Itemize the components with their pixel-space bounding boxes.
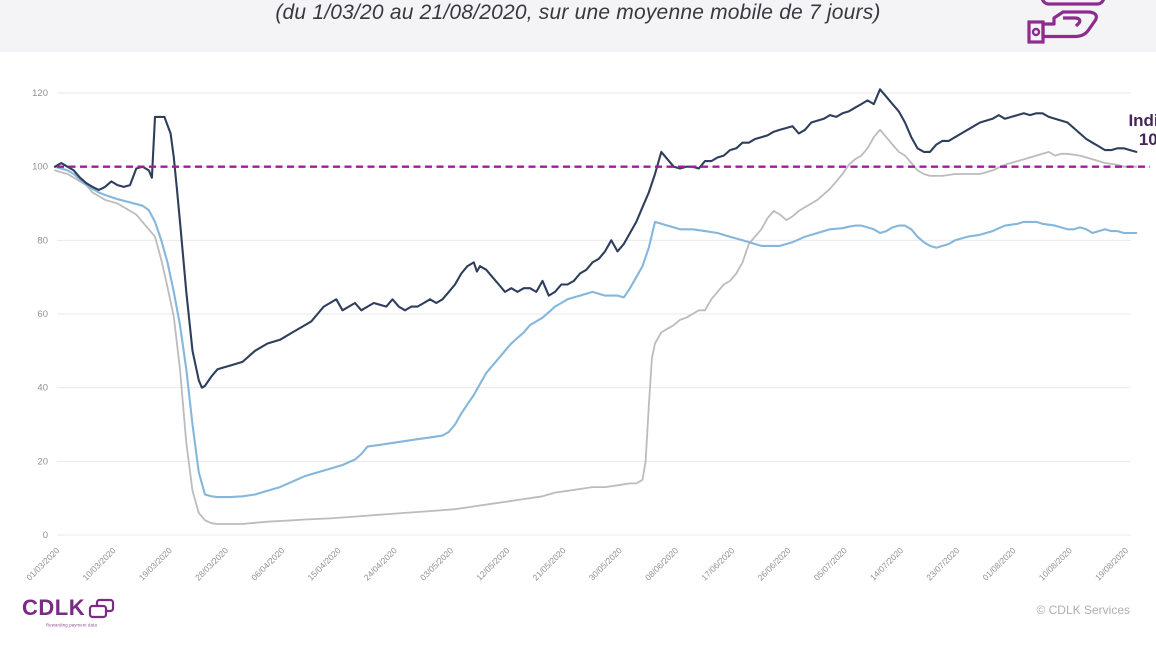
x-tick-label: 05/07/2020 — [812, 545, 849, 582]
x-tick-label: 21/05/2020 — [531, 545, 568, 582]
x-tick-label: 26/06/2020 — [756, 545, 793, 582]
cdlk-logo-tagline: Rewarding payment data — [46, 623, 97, 629]
y-tick-label: 0 — [43, 530, 48, 541]
y-tick-label: 120 — [32, 88, 48, 99]
y-tick-label: 60 — [37, 309, 48, 320]
x-tick-label: 06/04/2020 — [249, 545, 286, 582]
chart-subtitle: (du 1/03/20 au 21/08/2020, sur une moyen… — [275, 1, 881, 24]
series-line-series_gray — [54, 128, 1138, 525]
copyright-text: © CDLK Services — [1036, 603, 1130, 617]
y-tick-label: 20 — [37, 456, 48, 467]
x-tick-label: 23/07/2020 — [924, 545, 961, 582]
x-tick-label: 08/06/2020 — [643, 545, 680, 582]
cdlk-logo-text: CDLK — [22, 595, 86, 620]
x-tick-label: 15/04/2020 — [306, 545, 343, 582]
cdlk-logo: CDLK Rewarding payment data — [22, 596, 115, 629]
x-tick-label: 01/08/2020 — [981, 545, 1018, 582]
x-tick-label: 10/03/2020 — [81, 545, 118, 582]
reference-line-label-line2: 100 — [1138, 130, 1156, 149]
x-tick-label: 28/03/2020 — [193, 545, 230, 582]
y-tick-label: 40 — [37, 383, 48, 394]
y-tick-label: 80 — [37, 235, 48, 246]
hand-holding-card-icon — [1022, 0, 1117, 50]
x-tick-label: 10/08/2020 — [1037, 545, 1074, 582]
x-tick-label: 17/06/2020 — [699, 545, 736, 582]
reference-line-label: Indice 100 — [1118, 111, 1156, 149]
x-tick-label: 14/07/2020 — [868, 545, 905, 582]
x-tick-label: 01/03/2020 — [24, 545, 61, 582]
x-tick-label: 12/05/2020 — [474, 545, 511, 582]
x-tick-label: 24/04/2020 — [362, 545, 399, 582]
header-band: (du 1/03/20 au 21/08/2020, sur une moyen… — [0, 0, 1156, 52]
x-tick-label: 30/05/2020 — [587, 545, 624, 582]
series-line-series_navy — [53, 88, 1138, 389]
y-tick-label: 100 — [32, 162, 48, 173]
x-tick-label: 03/05/2020 — [418, 545, 455, 582]
x-tick-label: 19/03/2020 — [137, 545, 174, 582]
cards-icon — [88, 598, 115, 625]
series-line-series_light_blue — [53, 165, 1138, 499]
reference-line-label-line1: Indice — [1128, 111, 1156, 130]
x-tick-label: 19/08/2020 — [1093, 545, 1130, 582]
